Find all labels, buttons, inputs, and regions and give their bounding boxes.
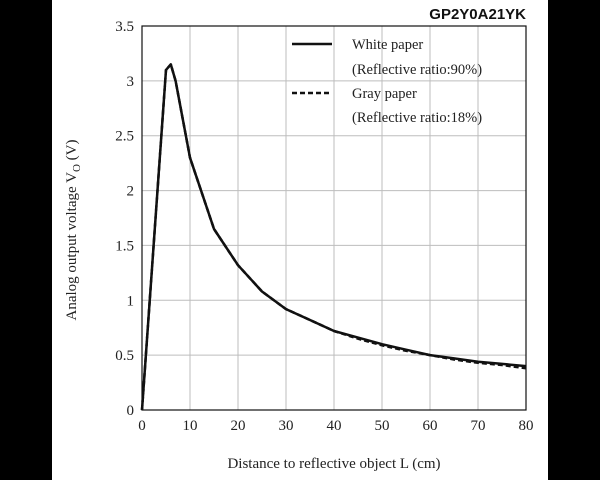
series-line-gray-paper bbox=[140, 63, 527, 411]
y-tick-label: 2.5 bbox=[115, 129, 134, 145]
x-tick-label: 30 bbox=[279, 418, 294, 434]
y-tick-label: 3 bbox=[127, 74, 135, 90]
y-tick-label: 2 bbox=[127, 184, 135, 200]
x-tick-label: 60 bbox=[423, 418, 438, 434]
x-tick-label: 70 bbox=[471, 418, 486, 434]
x-tick-label: 0 bbox=[138, 418, 146, 434]
y-tick-label: 3.5 bbox=[115, 19, 134, 35]
y-axis-title-main: Analog output voltage V bbox=[64, 172, 80, 321]
legend-label-gray-paper: Gray paper bbox=[352, 86, 417, 102]
y-axis-title-unit: (V) bbox=[64, 140, 80, 165]
x-tick-label: 10 bbox=[183, 418, 198, 434]
series-lines bbox=[140, 63, 527, 411]
x-axis-title: Distance to reflective object L (cm) bbox=[227, 456, 440, 472]
x-tick-label: 20 bbox=[231, 418, 246, 434]
legend-sublabel-white-paper: (Reflective ratio:90%) bbox=[352, 62, 482, 78]
chart-panel: 0 10 20 30 40 50 60 70 80 0 0.5 1 1.5 2 2.5 3 3.5 GP2Y0A… bbox=[52, 0, 548, 480]
legend-sublabel-gray-paper: (Reflective ratio:18%) bbox=[352, 110, 482, 126]
x-tick-label: 40 bbox=[327, 418, 342, 434]
x-tick-label: 50 bbox=[375, 418, 390, 434]
y-tick-label: 1 bbox=[127, 293, 135, 309]
x-tick-label: 80 bbox=[519, 418, 534, 434]
y-tick-label: 0 bbox=[127, 403, 135, 419]
plot-border bbox=[141, 25, 527, 411]
chart-title: GP2Y0A21YK bbox=[429, 6, 526, 23]
y-tick-label: 0.5 bbox=[115, 348, 134, 364]
y-tick-label: 1.5 bbox=[115, 238, 134, 254]
tick-labels: 0 10 20 30 40 50 60 70 80 0 0.5 1 1.5 2 2.5 3 3.5 bbox=[115, 19, 533, 434]
legend: White paper (Reflective ratio:90%) Gray … bbox=[292, 37, 482, 126]
line-chart: 0 10 20 30 40 50 60 70 80 0 0.5 1 1.5 2 2.5 3 3.5 GP2Y0A… bbox=[64, 6, 534, 472]
legend-label-white-paper: White paper bbox=[352, 37, 423, 53]
y-axis-title: Analog output voltage VO (V) bbox=[64, 140, 83, 321]
grid bbox=[142, 26, 526, 410]
y-axis-title-subscript: O bbox=[71, 164, 83, 172]
